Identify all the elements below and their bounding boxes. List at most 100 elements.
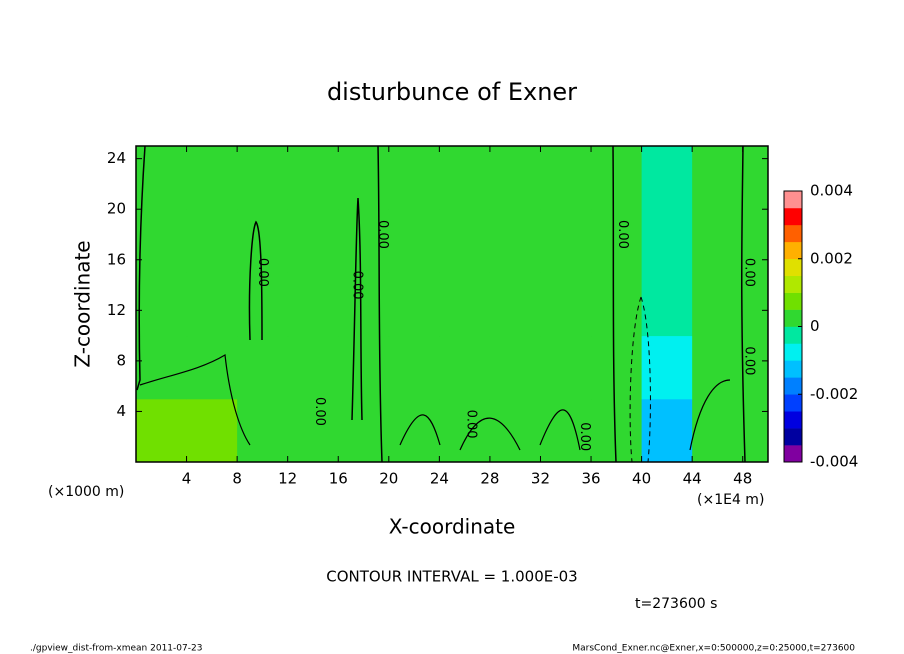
field-cell: [237, 209, 289, 273]
field-cell: [388, 335, 440, 400]
field-cell: [186, 335, 238, 400]
x-unit-left: (×1000 m): [48, 484, 124, 500]
field-cell: [591, 209, 643, 273]
contour-lines: [136, 145, 746, 463]
field-cell: [439, 335, 491, 400]
field-cell: [136, 272, 188, 337]
field-cell: [540, 209, 592, 273]
field-cell: [237, 146, 289, 210]
footer-left: ./gpview_dist-from-xmean 2011-07-23: [30, 644, 202, 654]
field-cell: [136, 335, 188, 400]
colorbar-segment: [784, 326, 802, 344]
x-tick-label: 48: [733, 470, 752, 488]
field-cell: [338, 272, 390, 337]
y-tick-label: 24: [107, 149, 126, 167]
colorbar-segment: [784, 224, 802, 243]
field-cell: [388, 146, 440, 210]
field-cell: [742, 209, 769, 273]
colorbar-tick-label: -0.002: [810, 385, 858, 403]
field-cell: [489, 209, 541, 273]
field-cell: [742, 272, 769, 337]
field-cell: [591, 146, 643, 210]
field-cell: [692, 272, 744, 337]
field-cell: [489, 272, 541, 337]
field-cell: [338, 146, 390, 210]
y-tick-label: 4: [116, 402, 126, 420]
field-cell: [489, 398, 541, 463]
field-cell: [591, 335, 643, 400]
contour-line: [612, 145, 617, 463]
field: [136, 146, 769, 463]
contour-label: 0.00: [577, 422, 592, 451]
contour-line: [351, 197, 363, 421]
y-tick-label: 20: [107, 200, 126, 218]
x-tick-label: 12: [278, 470, 297, 488]
field-cell: [338, 209, 390, 273]
colorbar-segment: [784, 309, 802, 327]
colorbar-tick-label: -0.004: [810, 453, 858, 471]
field-cell: [489, 146, 541, 210]
field-cell: [540, 335, 592, 400]
contour-label: 0.00: [742, 346, 757, 375]
field-cell: [641, 209, 693, 273]
colorbar-tick-label: 0: [810, 317, 820, 335]
x-unit-right: (×1E4 m): [697, 492, 764, 508]
colorbar-segment: [784, 241, 802, 260]
field-cell: [742, 335, 769, 400]
field-cell: [439, 209, 491, 273]
contour-label: 0.00: [615, 220, 630, 249]
field-cell: [388, 398, 440, 463]
y-tick-label: 8: [116, 351, 126, 369]
colorbar-segment: [784, 292, 802, 310]
x-tick-label: 24: [430, 470, 449, 488]
field-cell: [186, 146, 238, 210]
x-tick-label: 4: [182, 470, 192, 488]
colorbar-segment: [784, 258, 802, 276]
x-tick-label: 32: [531, 470, 550, 488]
field-cell: [388, 209, 440, 273]
colorbar-segment: [784, 191, 802, 209]
field-cell: [540, 398, 592, 463]
x-tick-label: 20: [379, 470, 398, 488]
field-cell: [287, 146, 339, 210]
field-cell: [540, 272, 592, 337]
colorbar-segment: [784, 445, 802, 463]
field-cell: [489, 335, 541, 400]
colorbar-segment: [784, 343, 802, 361]
field-cell: [186, 272, 238, 337]
field-cell: [237, 398, 289, 463]
field-cell: [591, 398, 643, 463]
contour-line: [136, 145, 146, 391]
contour-label: 0.00: [255, 258, 270, 287]
contour-label: 0.00: [312, 397, 327, 426]
field-cell: [692, 398, 744, 463]
field-cell: [641, 398, 693, 463]
field-cell: [186, 398, 238, 463]
contour-label: 0.00: [463, 410, 478, 439]
field-cell: [641, 272, 693, 337]
colorbar-tick-label: 0.004: [810, 182, 853, 200]
field-cell: [287, 335, 339, 400]
y-axis-label: Z-coordinate: [71, 240, 95, 367]
colorbar-segment: [784, 377, 802, 395]
colorbar-segment: [784, 394, 802, 412]
footer-right: MarsCond_Exner.nc@Exner,x=0:500000,z=0:2…: [572, 644, 855, 654]
field-cell: [439, 146, 491, 210]
colorbar-segment: [784, 207, 802, 226]
field-cell: [186, 209, 238, 273]
x-tick-label: 8: [232, 470, 242, 488]
contour-line: [741, 145, 746, 463]
colorbar-segment: [784, 411, 802, 429]
field-cell: [287, 272, 339, 337]
field-cell: [742, 146, 769, 210]
x-tick-label: 28: [480, 470, 499, 488]
x-tick-label: 40: [632, 470, 651, 488]
x-tick-label: 44: [683, 470, 702, 488]
field-cell: [388, 272, 440, 337]
contour-line: [139, 354, 731, 451]
field-cell: [692, 209, 744, 273]
contour-label: 0.00: [350, 271, 365, 300]
field-cell: [641, 335, 693, 400]
x-tick-label: 36: [581, 470, 600, 488]
field-cell: [692, 146, 744, 210]
